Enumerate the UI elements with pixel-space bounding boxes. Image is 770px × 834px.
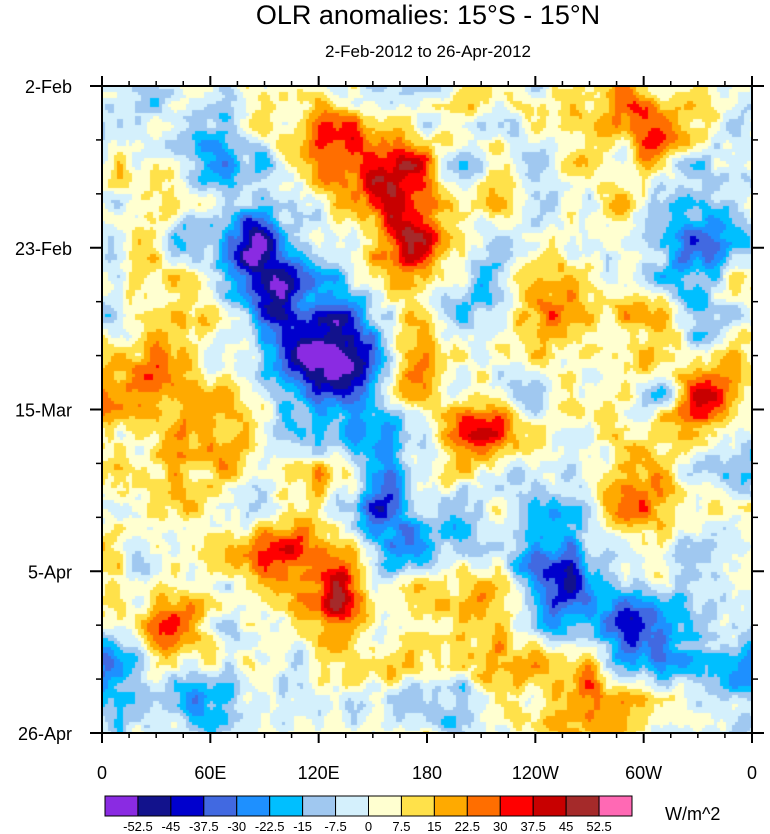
colorbar-swatch (335, 795, 369, 817)
colorbar-level-label: -45 (161, 819, 180, 834)
chart-subtitle: 2-Feb-2012 to 26-Apr-2012 (325, 42, 531, 61)
colorbar-swatch (565, 795, 600, 817)
colorbar-swatch (302, 795, 337, 817)
colorbar-units: W/m^2 (665, 804, 720, 824)
colorbar-level-label: 22.5 (455, 819, 480, 834)
colorbar-swatch (236, 795, 271, 817)
y-tick-label: 26-Apr (18, 724, 72, 744)
colorbar-level-label: 7.5 (392, 819, 410, 834)
colorbar-level-label: 30 (493, 819, 507, 834)
x-tick-label: 60W (625, 763, 662, 783)
colorbar-level-label: -52.5 (123, 819, 153, 834)
colorbar-level-label: 37.5 (521, 819, 546, 834)
chart-title: OLR anomalies: 15°S - 15°N (256, 0, 600, 30)
colorbar: -52.5 -45 -37.5 -30 -22.5 -15 -7.5 0 7.5 15 22.5 30… (104, 795, 633, 834)
colorbar-level-label: 0 (365, 819, 372, 834)
heatmap-field (102, 86, 752, 733)
colorbar-swatch (598, 795, 633, 817)
x-tick-label: 0 (97, 763, 107, 783)
x-axis: 0 60E 120E 180 120W 60W 0 (97, 76, 757, 783)
colorbar-level-label: -15 (293, 819, 312, 834)
heatmap-canvas (102, 86, 752, 733)
colorbar-level-label: -30 (227, 819, 246, 834)
colorbar-swatch (499, 795, 534, 817)
colorbar-swatch (137, 795, 172, 817)
colorbar-swatch (368, 795, 402, 817)
colorbar-swatch (400, 795, 435, 817)
colorbar-level-label: -7.5 (324, 819, 346, 834)
x-tick-label: 60E (194, 763, 226, 783)
colorbar-swatch (466, 795, 501, 817)
colorbar-level-label: 52.5 (586, 819, 611, 834)
minor-ticks (96, 81, 758, 738)
y-axis: 2-Feb 23-Feb 15-Mar 5-Apr 26-Apr (15, 77, 764, 744)
colorbar-swatch (170, 795, 205, 817)
colorbar-level-label: -22.5 (255, 819, 285, 834)
colorbar-level-label: 45 (559, 819, 573, 834)
colorbar-swatch (532, 795, 567, 817)
x-tick-label: 120E (298, 763, 340, 783)
colorbar-level-label: 15 (427, 819, 441, 834)
x-tick-label: 180 (412, 763, 442, 783)
y-tick-label: 15-Mar (15, 401, 72, 421)
colorbar-swatch (269, 795, 304, 817)
colorbar-swatch (203, 795, 238, 817)
x-tick-label: 120W (512, 763, 559, 783)
x-tick-label: 0 (747, 763, 757, 783)
y-tick-label: 23-Feb (15, 239, 72, 259)
y-tick-label: 5-Apr (28, 562, 72, 582)
colorbar-swatch (104, 795, 139, 817)
y-tick-label: 2-Feb (25, 77, 72, 97)
colorbar-level-label: -37.5 (189, 819, 219, 834)
colorbar-swatch (433, 795, 468, 817)
plot-area (101, 85, 753, 734)
